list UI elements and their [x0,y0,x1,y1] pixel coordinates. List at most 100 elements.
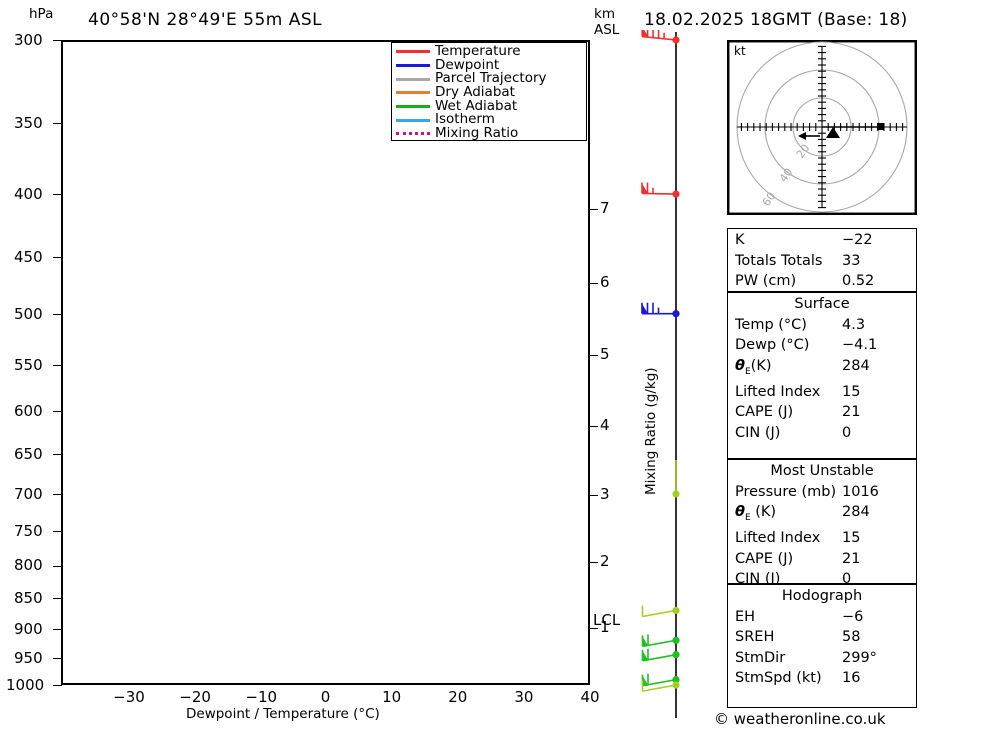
hodograph-unit-label: kt [734,44,746,58]
row-value: 0.52 [842,273,875,289]
wind-barb [672,459,680,498]
row-value: 1016 [842,483,879,500]
legend-label: Dewpoint [435,56,500,73]
table-caption: Surface [794,296,850,312]
datetime-label: 18.02.2025 18GMT (Base: 18) [644,10,908,30]
pressure-tick-label: 600 [14,402,43,421]
legend-item-temperature: Temperature [396,43,586,59]
row-value: −4.1 [842,337,878,353]
row-key: K [735,232,745,248]
pressure-tick [53,454,62,456]
pressure-tick-label: 1000 [6,676,45,694]
legend-item-wet-adiabat: Wet Adiabat [396,97,586,114]
pressure-tick-label: 650 [14,445,43,464]
row-key: PW (cm) [735,273,797,289]
height-tick [590,628,598,629]
surface-row: CIN (J) 0 [728,423,916,444]
height-tick-label: 3 [600,485,610,504]
pressure-tick [53,194,62,196]
skewt-frame [61,40,590,685]
row-value: 0 [842,571,852,588]
height-tick [590,562,598,564]
pressure-tick-label: 400 [14,185,43,204]
row-value: −6 [842,608,864,625]
pressure-tick [53,313,62,315]
row-value: −22 [842,232,873,248]
row-value: 33 [842,252,861,269]
x-axis-label: Dewpoint / Temperature (°C) [186,706,380,722]
pressure-tick [53,565,62,567]
legend-label: Wet Adiabat [435,97,518,114]
pressure-tick-label: 550 [14,355,43,374]
row-key: CIN (J) [735,424,781,441]
row-value: 15 [842,530,861,547]
row-value: 15 [842,383,861,400]
legend-swatch [396,64,430,68]
temperature-tick-label: 40 [580,688,600,706]
row-key: Dewp (°C) [735,337,810,353]
row-key: CIN (J) [735,571,781,588]
row-value: 21 [842,550,861,567]
legend-label: Mixing Ratio [435,125,519,142]
height-tick-label: 2 [600,552,610,571]
row-key: Pressure (mb) [735,483,837,500]
pressure-tick-label: 450 [14,248,43,267]
wind-profile-column [641,30,680,718]
pressure-unit-label: hPa [29,6,54,22]
table-caption: Hodograph [781,588,863,604]
row-key: StmSpd (kt) [735,670,822,686]
pressure-tick [53,628,62,630]
pressure-tick [53,685,62,686]
pressure-tick-label: 500 [14,304,43,323]
temperature-tick-label: −10 [245,688,278,706]
hodograph-stats-table: Hodograph EH −6 SREH 58 StmDir 299° StmSpd (kt)… [727,584,917,708]
legend-label: Isotherm [435,111,495,128]
height-tick [590,426,598,428]
row-key: CAPE (J) [735,404,794,421]
row-key: StmDir [735,649,786,666]
pressure-tick-label: 800 [14,556,43,575]
surface-row: Temp (°C) 4.3 [728,315,916,336]
temperature-tick-label: 0 [320,688,331,706]
row-value: 4.3 [842,316,866,333]
hodograph-row: StmSpd (kt) 16 [728,668,916,689]
temperature-tick-label: 30 [514,688,534,706]
height-unit-label-line2: ASL [594,22,620,38]
hodograph-row: SREH 58 [728,627,916,648]
height-tick [590,208,598,210]
surface-row: θE(K) 284 [728,356,916,382]
row-key: CAPE (J) [735,550,794,567]
row-key: Totals Totals [735,252,823,269]
row-key: θE(K) [735,357,772,377]
most-unstable-row: CIN (J) 0 [728,569,916,590]
wind-barb [641,634,680,648]
row-key: θE (K) [735,504,777,523]
pressure-tick [53,411,62,413]
temperature-tick-label: 20 [448,688,468,706]
indices-table: K −22 Totals Totals 33 PW (cm) 0.52 [727,228,917,292]
indices-row: PW (cm) 0.52 [728,271,916,292]
row-key: SREH [735,629,775,645]
legend-label: Temperature [435,43,521,59]
legend-swatch [396,105,430,109]
height-tick [590,495,598,497]
row-key: Temp (°C) [735,316,807,333]
row-value: 299° [842,649,877,666]
row-key: Lifted Index [735,383,821,400]
most-unstable-table: Most Unstable Pressure (mb) 1016 θE (K) 284 L… [727,459,917,587]
hodograph-row: StmDir 299° [728,648,916,669]
row-value: 284 [842,504,870,520]
most-unstable-row: CAPE (J) 21 [728,549,916,570]
legend-swatch [396,50,430,54]
surface-row: Dewp (°C) −4.1 [728,335,916,356]
row-value: 16 [842,670,861,686]
legend: Temperature Dewpoint Parcel Trajectory Dry … [391,42,587,141]
legend-label: Dry Adiabat [435,84,515,101]
row-value: 21 [842,404,861,421]
legend-item-dry-adiabat: Dry Adiabat [396,84,586,101]
row-value: 284 [842,357,870,374]
height-tick-label: 4 [600,416,610,435]
pressure-tick-label: 950 [14,648,43,667]
legend-swatch [396,118,430,122]
